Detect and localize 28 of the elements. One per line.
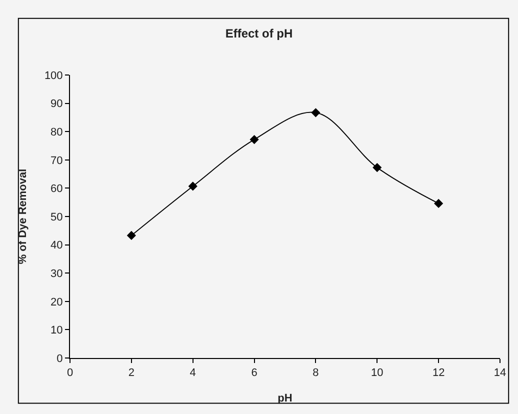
y-tick-label: 100	[44, 70, 63, 82]
y-axis-title: % of Dye Removal	[17, 168, 30, 264]
y-tick-label: 10	[50, 324, 63, 337]
point	[126, 230, 136, 240]
y-tick-label: 90	[50, 98, 63, 110]
chart-title: Effect of pH	[225, 26, 293, 40]
y-tick-label: 60	[50, 183, 63, 196]
point	[250, 134, 259, 144]
x-tick-label: 14	[494, 367, 506, 380]
y-tick-label: 70	[50, 154, 63, 167]
x-tick-label: 10	[371, 367, 384, 380]
x-tick-label: 8	[312, 367, 319, 380]
y-tick-label: 20	[50, 296, 63, 308]
x-axis-title: pH	[278, 392, 292, 404]
x-tick-label: 12	[432, 367, 445, 380]
point	[188, 182, 198, 191]
y-tick-label: 50	[50, 211, 63, 224]
y-tick-label: 80	[50, 126, 63, 138]
y-tick-label: 0	[56, 352, 63, 365]
x-tick-label: 4	[190, 367, 196, 380]
x-tick-label: 2	[128, 367, 134, 380]
y-tick-label: 40	[50, 240, 63, 252]
x-tick-label: 6	[251, 367, 258, 380]
point	[311, 108, 320, 118]
x-tick-label: 0	[66, 367, 74, 380]
point	[372, 162, 382, 172]
y-tick-label: 30	[50, 268, 63, 280]
point	[434, 198, 444, 208]
